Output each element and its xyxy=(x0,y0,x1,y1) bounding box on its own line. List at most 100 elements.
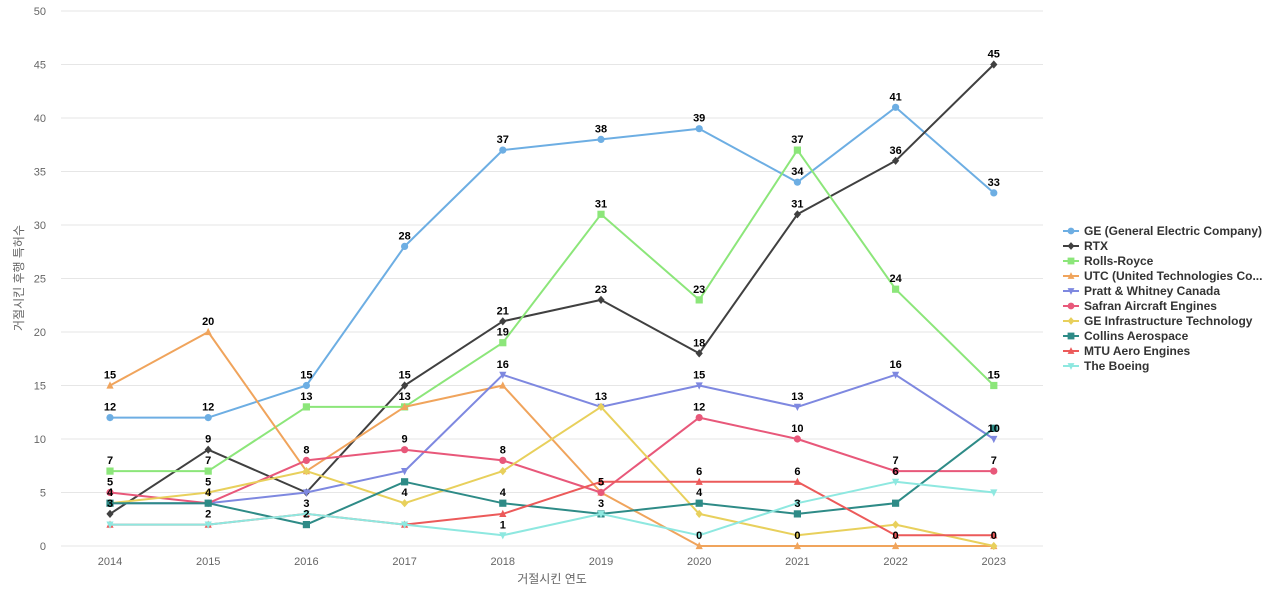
data-point[interactable] xyxy=(499,499,507,507)
data-point[interactable] xyxy=(597,488,605,497)
legend-item[interactable]: GE Infrastructure Technology xyxy=(1063,314,1253,328)
data-point[interactable] xyxy=(302,489,310,497)
data-point[interactable] xyxy=(302,403,310,411)
legend-item[interactable]: Pratt & Whitney Canada xyxy=(1063,284,1220,298)
legend-marker[interactable] xyxy=(1067,347,1075,354)
data-point[interactable] xyxy=(793,500,801,508)
series-line[interactable] xyxy=(110,149,995,473)
data-point[interactable] xyxy=(990,435,998,444)
data-point[interactable] xyxy=(892,285,900,293)
data-point[interactable] xyxy=(695,499,703,507)
series-line[interactable] xyxy=(110,106,995,419)
legend-item[interactable]: Collins Aerospace xyxy=(1063,329,1189,343)
data-point[interactable] xyxy=(892,520,900,529)
data-point[interactable] xyxy=(990,541,998,551)
data-point[interactable] xyxy=(401,381,409,390)
data-point[interactable] xyxy=(302,381,310,390)
data-point[interactable] xyxy=(106,509,114,518)
data-point[interactable] xyxy=(106,381,114,389)
data-point[interactable] xyxy=(597,402,605,411)
data-point[interactable] xyxy=(204,445,212,454)
data-point[interactable] xyxy=(401,446,409,454)
series-line[interactable] xyxy=(109,405,995,547)
data-point[interactable] xyxy=(695,509,703,518)
data-point[interactable] xyxy=(695,532,703,540)
data-point[interactable] xyxy=(990,424,998,432)
data-point[interactable] xyxy=(106,499,114,507)
data-point[interactable] xyxy=(106,467,114,475)
series-4[interactable] xyxy=(106,371,998,508)
data-point[interactable] xyxy=(990,489,998,497)
data-point[interactable] xyxy=(499,456,507,464)
data-point[interactable] xyxy=(793,477,801,485)
data-point[interactable] xyxy=(401,242,409,250)
data-point[interactable] xyxy=(793,146,801,154)
data-point[interactable] xyxy=(597,510,605,518)
data-point[interactable] xyxy=(793,531,801,540)
data-point[interactable] xyxy=(106,488,114,497)
data-point[interactable] xyxy=(302,510,310,518)
data-point[interactable] xyxy=(892,531,900,539)
data-point[interactable] xyxy=(401,478,409,486)
data-point[interactable] xyxy=(695,382,703,390)
data-point[interactable] xyxy=(204,414,212,422)
data-point[interactable] xyxy=(499,509,507,517)
data-point[interactable] xyxy=(892,499,900,507)
data-point[interactable] xyxy=(892,156,900,165)
legend-item[interactable]: RTX xyxy=(1063,239,1108,253)
legend-marker[interactable] xyxy=(1067,272,1075,279)
data-point[interactable] xyxy=(401,468,409,476)
series-line[interactable] xyxy=(109,63,995,515)
data-point[interactable] xyxy=(695,296,703,304)
data-point[interactable] xyxy=(597,210,605,218)
data-point[interactable] xyxy=(793,210,801,219)
data-point[interactable] xyxy=(401,402,409,410)
legend-marker[interactable] xyxy=(1067,227,1075,235)
series-line[interactable] xyxy=(109,416,994,505)
data-point[interactable] xyxy=(204,521,212,529)
data-point[interactable] xyxy=(990,531,998,539)
legend-item[interactable]: The Boeing xyxy=(1063,359,1149,373)
legend-item[interactable]: Rolls-Royce xyxy=(1063,254,1154,268)
data-point[interactable] xyxy=(892,371,900,379)
legend-marker[interactable] xyxy=(1067,332,1075,340)
data-point[interactable] xyxy=(892,467,900,475)
data-point[interactable] xyxy=(695,477,703,485)
data-point[interactable] xyxy=(892,478,900,486)
legend-item[interactable]: MTU Aero Engines xyxy=(1063,344,1191,358)
data-point[interactable] xyxy=(106,414,114,422)
data-point[interactable] xyxy=(499,467,507,476)
data-point[interactable] xyxy=(990,60,998,69)
data-point[interactable] xyxy=(401,499,409,508)
data-point[interactable] xyxy=(401,521,409,529)
series-line[interactable] xyxy=(110,373,995,505)
series-9[interactable] xyxy=(106,478,998,540)
data-point[interactable] xyxy=(695,125,703,133)
data-point[interactable] xyxy=(597,295,605,304)
data-point[interactable] xyxy=(106,521,114,529)
data-point[interactable] xyxy=(793,541,801,550)
series-0[interactable] xyxy=(106,103,998,422)
legend-marker[interactable] xyxy=(1067,302,1075,310)
legend-item[interactable]: GE (General Electric Company) xyxy=(1063,224,1262,238)
legend-marker[interactable] xyxy=(1067,242,1075,250)
data-point[interactable] xyxy=(793,403,801,411)
data-point[interactable] xyxy=(499,146,507,154)
data-point[interactable] xyxy=(499,532,507,540)
data-point[interactable] xyxy=(204,327,212,336)
data-point[interactable] xyxy=(793,178,802,186)
data-point[interactable] xyxy=(204,467,212,475)
data-point[interactable] xyxy=(793,510,801,518)
data-point[interactable] xyxy=(695,349,703,358)
data-point[interactable] xyxy=(597,477,605,485)
data-point[interactable] xyxy=(499,371,507,379)
data-point[interactable] xyxy=(892,541,900,550)
legend-marker[interactable] xyxy=(1067,288,1075,295)
data-point[interactable] xyxy=(302,456,310,464)
legend-marker[interactable] xyxy=(1067,257,1075,265)
legend-marker[interactable] xyxy=(1067,363,1075,370)
data-point[interactable] xyxy=(499,317,507,326)
data-point[interactable] xyxy=(695,414,703,422)
data-point[interactable] xyxy=(892,103,900,111)
legend-marker[interactable] xyxy=(1067,317,1075,325)
